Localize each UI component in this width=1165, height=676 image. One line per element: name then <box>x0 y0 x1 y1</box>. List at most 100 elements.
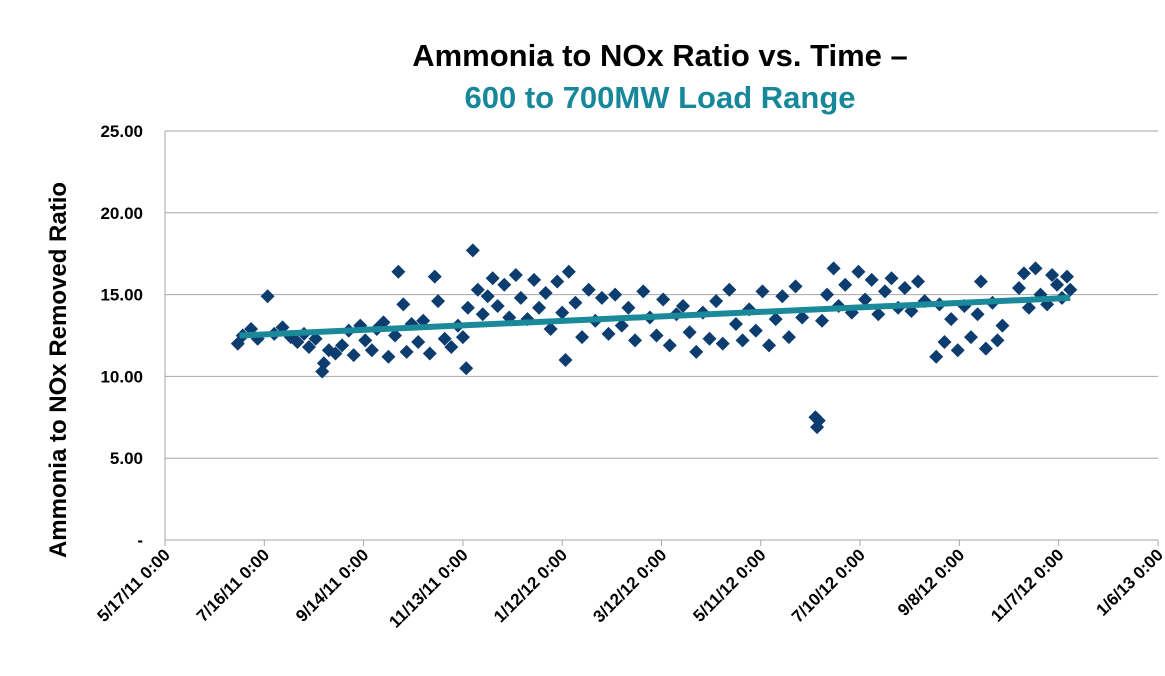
data-point <box>575 330 590 345</box>
data-point <box>594 290 609 305</box>
data-point <box>1016 266 1031 281</box>
data-point <box>795 310 810 325</box>
data-point <box>944 312 959 327</box>
x-tick-label: 5/11/12 0:00 <box>689 545 769 625</box>
data-point <box>656 292 671 307</box>
x-tick-label: 5/17/11 0:00 <box>94 545 174 625</box>
data-point <box>346 348 361 363</box>
data-point <box>1063 282 1078 297</box>
data-point <box>1028 261 1043 276</box>
data-point <box>608 287 623 302</box>
chart-title: Ammonia to NOx Ratio vs. Time – <box>412 38 908 73</box>
data-point <box>555 305 570 320</box>
data-point <box>437 331 452 346</box>
data-point <box>490 299 505 314</box>
data-point <box>459 361 474 376</box>
data-point <box>316 356 331 371</box>
data-point <box>838 277 853 292</box>
data-point <box>735 333 750 348</box>
data-point <box>970 307 985 322</box>
data-point <box>465 243 480 258</box>
data-point <box>301 339 316 354</box>
data-point <box>811 413 826 428</box>
data-point <box>431 294 446 309</box>
x-tick-label: 1/12/12 0:00 <box>490 545 571 626</box>
chart-subtitle: 600 to 700MW Load Range <box>464 80 855 115</box>
data-point <box>851 264 866 279</box>
data-point <box>995 318 1010 333</box>
trendline <box>239 294 1071 339</box>
data-point <box>308 331 323 346</box>
data-point <box>558 353 573 368</box>
data-point <box>950 343 965 358</box>
data-point <box>973 274 988 289</box>
data-point <box>1011 281 1026 296</box>
data-point <box>427 269 442 284</box>
data-point <box>937 335 952 350</box>
data-point <box>636 284 651 299</box>
data-point <box>748 323 763 338</box>
data-point <box>911 274 926 289</box>
data-point <box>328 346 343 361</box>
data-point <box>550 274 565 289</box>
data-point <box>990 333 1005 348</box>
data-point <box>762 338 777 353</box>
x-tick-label: 7/16/11 0:00 <box>193 545 273 625</box>
x-tick-label: 9/14/11 0:00 <box>292 545 372 625</box>
data-point <box>715 336 730 351</box>
y-tick-label: 25.00 <box>100 122 143 141</box>
data-point <box>864 272 879 287</box>
data-point <box>788 279 803 294</box>
data-point <box>978 341 993 356</box>
data-point <box>391 264 406 279</box>
data-point <box>871 307 886 322</box>
data-point <box>1045 267 1060 282</box>
data-point <box>561 264 576 279</box>
data-point <box>543 321 558 336</box>
x-tick-label: 1/6/13 0:00 <box>1093 545 1165 619</box>
data-point <box>568 295 583 310</box>
data-point <box>815 313 830 328</box>
data-point <box>858 292 873 307</box>
data-point <box>513 290 528 305</box>
x-tick-label: 9/8/12 0:00 <box>894 545 968 619</box>
data-point <box>290 335 305 350</box>
data-point <box>485 271 500 286</box>
data-point <box>1021 300 1036 315</box>
data-point <box>497 277 512 292</box>
data-point <box>929 349 944 364</box>
data-point <box>581 282 596 297</box>
data-point <box>884 271 899 286</box>
data-point <box>781 330 796 345</box>
data-point <box>755 284 770 299</box>
data-point <box>897 281 912 296</box>
data-point <box>358 333 373 348</box>
data-point <box>614 318 629 333</box>
data-point <box>1050 277 1065 292</box>
data-point <box>335 338 350 353</box>
data-point <box>709 294 724 309</box>
data-point <box>508 267 523 282</box>
x-tick-label: 11/13/11 0:00 <box>385 545 471 631</box>
data-point <box>538 285 553 300</box>
data-point <box>628 333 643 348</box>
y-tick-label: 20.00 <box>100 204 143 223</box>
data-point <box>460 300 475 315</box>
data-point <box>601 326 616 341</box>
x-tick-label: 3/12/12 0:00 <box>589 545 670 626</box>
y-tick-label: 15.00 <box>100 286 143 305</box>
data-point <box>826 261 841 276</box>
data-point <box>480 289 495 304</box>
data-point <box>649 328 664 343</box>
data-point <box>388 328 403 343</box>
data-point <box>728 317 743 332</box>
data-point <box>662 338 677 353</box>
data-point <box>470 282 485 297</box>
data-point <box>768 312 783 327</box>
data-point <box>689 344 704 359</box>
data-point <box>1059 269 1074 284</box>
x-tick-label: 11/7/12 0:00 <box>987 545 1067 625</box>
data-point <box>702 331 717 346</box>
